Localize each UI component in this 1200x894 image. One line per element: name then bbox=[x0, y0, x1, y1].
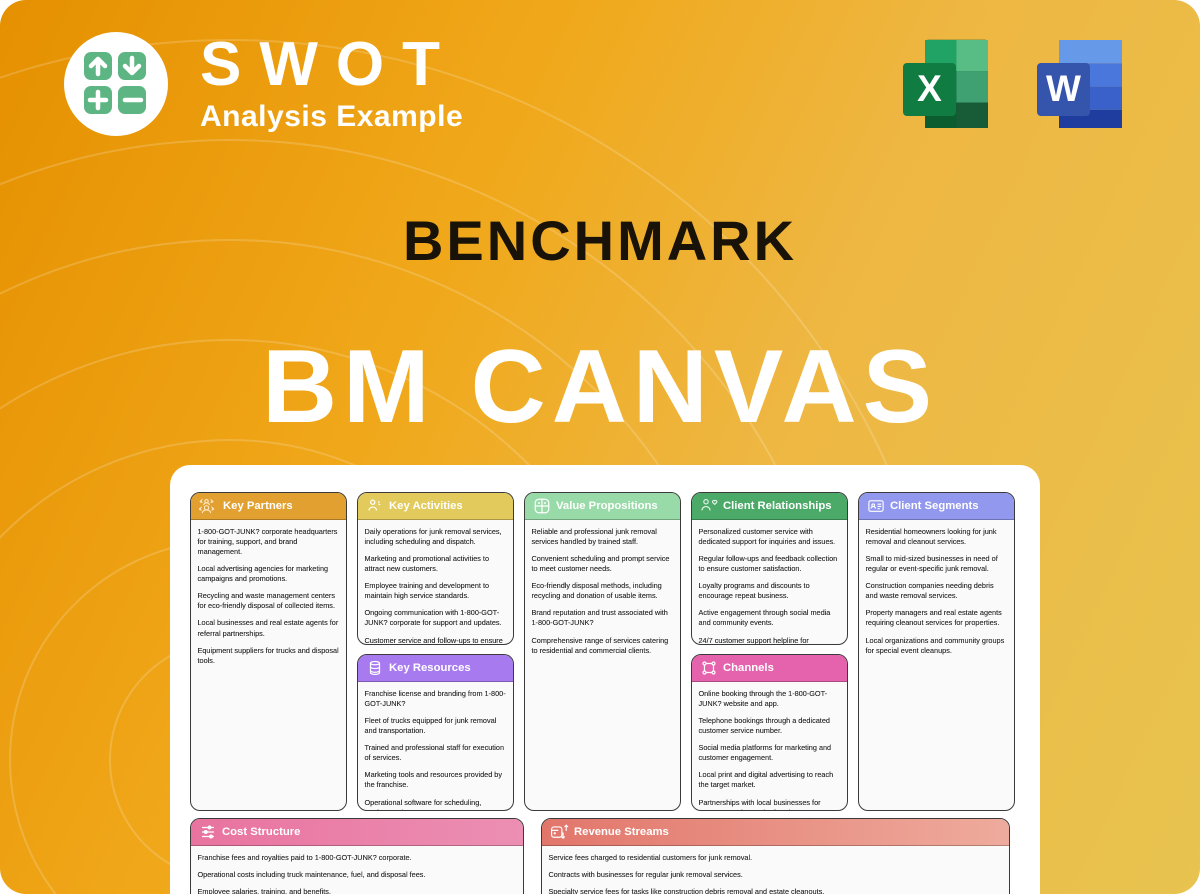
svg-text:W: W bbox=[1046, 68, 1081, 109]
svg-text:X: X bbox=[917, 68, 942, 109]
